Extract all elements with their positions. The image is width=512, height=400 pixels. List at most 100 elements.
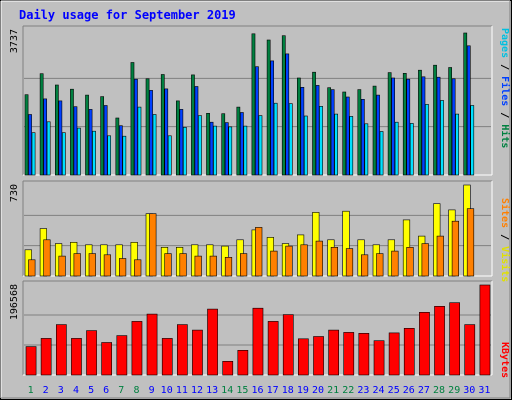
x-tick-label-25: 25	[388, 385, 400, 396]
bar-files-day-8	[134, 78, 138, 176]
bar-hits-day-5	[85, 94, 89, 176]
bar-kbytes-day-21	[328, 329, 340, 376]
x-tick-label-2: 2	[43, 385, 49, 396]
legend-item-hits: Hits	[499, 124, 511, 148]
bar-files-day-4	[73, 106, 78, 176]
bar-kbytes-day-14	[222, 360, 234, 376]
bar-sites-day-10	[164, 253, 172, 277]
bar-sites-day-2	[43, 239, 51, 277]
bar-kbytes-day-3	[55, 324, 67, 376]
bar-files-day-14	[224, 122, 229, 176]
bar-kbytes-day-31	[479, 284, 491, 376]
bar-hits-day-7	[115, 117, 120, 176]
bar-hits-day-1	[24, 94, 29, 176]
bar-sites-day-8	[134, 259, 142, 277]
legend-item-kbytes: KBytes	[499, 342, 510, 378]
panel-hits-files-pages: 3737	[9, 25, 493, 176]
bar-kbytes-day-18	[282, 314, 294, 376]
bar-files-day-29	[451, 78, 456, 176]
bar-pages-day-13	[213, 125, 217, 176]
bar-hits-day-9	[145, 78, 150, 176]
bar-files-day-9	[149, 90, 153, 176]
bar-pages-day-8	[137, 106, 142, 176]
bar-kbytes-day-25	[388, 332, 400, 376]
bar-sites-day-23	[360, 254, 369, 277]
bar-sites-day-15	[240, 253, 248, 277]
bar-pages-day-10	[167, 135, 172, 176]
bar-files-day-7	[119, 125, 123, 176]
bar-pages-day-5	[92, 130, 96, 176]
bar-kbytes-day-29	[449, 302, 461, 376]
bar-files-day-12	[194, 86, 199, 176]
bar-hits-day-27	[418, 69, 422, 176]
bar-pages-day-14	[228, 126, 233, 176]
bar-pages-day-3	[61, 132, 66, 176]
bar-files-day-2	[43, 98, 47, 176]
bar-hits-day-12	[191, 74, 195, 176]
bar-sites-day-5	[88, 253, 96, 277]
bar-pages-day-25	[394, 121, 399, 176]
x-tick-label-4: 4	[73, 385, 79, 396]
x-tick-label-11: 11	[176, 385, 188, 396]
x-tick-label-12: 12	[191, 385, 203, 396]
bar-kbytes-day-15	[237, 349, 249, 376]
bar-hits-day-10	[160, 74, 165, 176]
bar-pages-day-9	[152, 114, 157, 176]
bar-sites-day-30	[466, 208, 475, 277]
bar-hits-day-20	[312, 71, 316, 176]
bar-kbytes-day-7	[116, 335, 128, 376]
bar-pages-day-11	[183, 127, 187, 176]
bar-kbytes-day-28	[434, 305, 445, 376]
bar-files-day-30	[466, 45, 471, 176]
bar-kbytes-day-1	[25, 346, 37, 376]
x-tick-label-24: 24	[372, 385, 384, 396]
bar-files-day-22	[345, 96, 350, 176]
bar-hits-day-14	[221, 113, 226, 176]
series-sites	[28, 208, 475, 277]
bar-files-day-11	[179, 109, 184, 176]
bar-pages-day-4	[77, 127, 81, 176]
x-tick-label-14: 14	[221, 385, 233, 396]
bar-files-day-27	[421, 76, 426, 176]
x-tick-label-1: 1	[28, 385, 34, 396]
bar-hits-day-6	[100, 96, 104, 176]
bar-kbytes-day-13	[207, 308, 218, 376]
bar-kbytes-day-30	[464, 324, 476, 376]
bar-hits-day-8	[130, 62, 135, 176]
bar-hits-day-17	[266, 39, 271, 176]
bar-kbytes-day-23	[358, 332, 370, 376]
panel-kbytes: 196568	[9, 280, 493, 376]
series-kbytes	[25, 284, 491, 376]
panel-visits-sites: 730	[9, 180, 493, 277]
bar-sites-day-1	[28, 259, 36, 277]
x-tick-label-13: 13	[206, 385, 218, 396]
bar-sites-day-25	[391, 250, 399, 277]
x-tick-label-22: 22	[342, 385, 354, 396]
legend-item-sites: Sites	[499, 198, 511, 228]
bar-kbytes-day-26	[403, 327, 415, 376]
bar-kbytes-day-17	[267, 321, 279, 376]
legend-item-files: Files	[499, 76, 511, 106]
bar-files-day-19	[300, 87, 305, 176]
bar-pages-day-22	[349, 116, 354, 176]
bar-pages-day-18	[288, 103, 293, 176]
legend-item-visits: Visits	[499, 246, 511, 282]
bar-files-day-20	[315, 85, 320, 176]
bar-kbytes-day-11	[177, 324, 188, 376]
bar-pages-day-19	[303, 115, 308, 176]
bar-pages-day-16	[258, 115, 263, 176]
bar-sites-day-29	[451, 220, 460, 277]
bar-files-day-16	[255, 66, 259, 176]
legend-group-0: Pages / Files / Hits	[499, 28, 511, 148]
bar-kbytes-day-4	[71, 338, 82, 376]
bar-files-day-21	[330, 89, 335, 176]
bar-files-day-26	[406, 78, 411, 176]
bar-files-day-13	[209, 121, 214, 176]
bar-kbytes-day-8	[131, 321, 143, 376]
bar-pages-day-7	[122, 135, 127, 176]
x-tick-label-5: 5	[88, 385, 94, 396]
bar-hits-day-11	[176, 100, 180, 176]
x-tick-label-19: 19	[297, 385, 309, 396]
bar-sites-day-18	[285, 245, 293, 277]
bar-pages-day-12	[198, 115, 202, 176]
